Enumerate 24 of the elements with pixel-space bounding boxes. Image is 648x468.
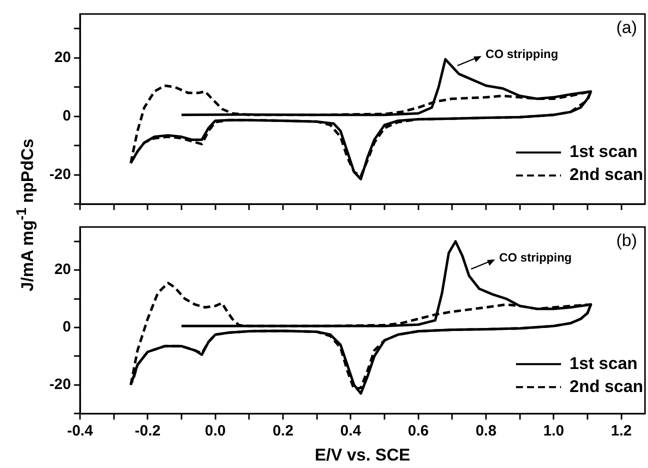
y-tick-label: -20 xyxy=(49,376,71,394)
x-tick-label: 0.0 xyxy=(204,422,226,440)
y-tick-label: 20 xyxy=(54,48,71,66)
y-tick-label: 20 xyxy=(54,261,71,278)
y-tick-label: -20 xyxy=(49,166,71,183)
x-axis-title: E/V vs. SCE xyxy=(314,445,410,464)
x-tick-label: 0.6 xyxy=(408,422,429,440)
legend-label: 2nd scan xyxy=(570,165,644,184)
annotation: (b) xyxy=(616,231,637,250)
x-tick-label: 1.2 xyxy=(610,422,632,440)
x-tick-label: 1.0 xyxy=(543,422,564,440)
x-tick-label: -0.4 xyxy=(67,422,94,440)
annotation: (a) xyxy=(616,18,637,38)
legend-label: 1st scan xyxy=(570,354,638,373)
x-tick-label: 0.8 xyxy=(476,422,496,440)
y-tick-label: 0 xyxy=(62,107,71,124)
x-tick-label: 0.2 xyxy=(272,422,294,440)
y-tick-label: 0 xyxy=(62,318,71,336)
legend-label: 2nd scan xyxy=(570,376,644,396)
annotation: CO stripping xyxy=(486,46,558,61)
annotation: CO stripping xyxy=(499,250,572,264)
x-tick-label: 0.4 xyxy=(340,422,362,440)
x-tick-label: -0.2 xyxy=(134,422,161,440)
legend-label: 1st scan xyxy=(570,142,638,162)
